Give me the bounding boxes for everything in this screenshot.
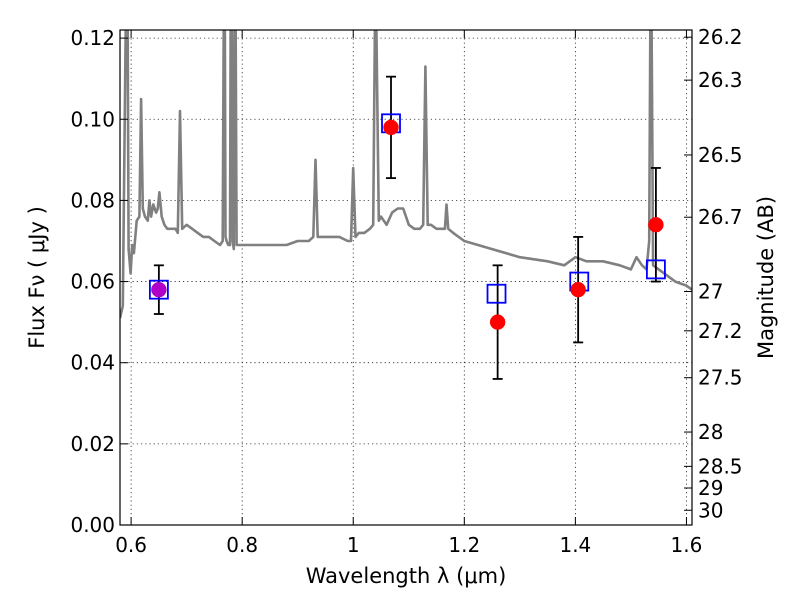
y2-axis-label: Magnitude (AB) <box>754 196 778 359</box>
x-axis-label: Wavelength λ (μm) <box>306 564 507 588</box>
y2-tick-label: 27.5 <box>698 366 743 390</box>
y-tick-label: 0.12 <box>70 26 115 50</box>
y2-tick-label: 29 <box>698 476 723 500</box>
x-tick-label: 1.2 <box>448 533 480 557</box>
x-tick-label: 1.6 <box>671 533 703 557</box>
y-axis-label: Flux Fν ( μJy ) <box>25 206 49 349</box>
y2-tick-label: 28 <box>698 420 723 444</box>
spectrum-line <box>120 30 692 319</box>
spectrum-layer <box>120 30 692 319</box>
observed-point <box>570 281 586 298</box>
tick-labels: 0.6 0.8 1 1.2 1.4 1.6 0.00 0.02 0.04 0.06 0.08 0.10… <box>70 25 742 557</box>
y2-tick-label: 28.5 <box>698 454 743 478</box>
observed-point <box>489 314 506 330</box>
x-tick-label: 0.6 <box>115 533 147 557</box>
y2-tick-label: 30 <box>698 498 723 522</box>
y-tick-label: 0.08 <box>70 188 115 212</box>
observed-point <box>151 281 167 298</box>
x-tick-label: 1 <box>347 533 360 557</box>
model-point <box>148 279 169 300</box>
y2-tick-label: 26.2 <box>698 25 743 49</box>
model-point <box>486 283 507 304</box>
y2-tick-label: 26.3 <box>698 68 743 92</box>
points-layer <box>148 75 666 380</box>
observed-point <box>648 217 664 233</box>
y2-tick-label: 26.7 <box>698 205 743 229</box>
plot-frame <box>119 29 693 526</box>
y2-tick-label: 27.2 <box>698 319 743 343</box>
y-tick-label: 0.10 <box>70 107 115 131</box>
y2-tick-label: 27 <box>698 280 723 304</box>
observed-point <box>383 119 399 136</box>
x-tick-label: 1.4 <box>559 533 591 557</box>
y-tick-label: 0.06 <box>70 270 115 294</box>
grid <box>120 30 692 526</box>
y-tick-label: 0.00 <box>70 513 115 537</box>
model-point <box>646 259 666 280</box>
y-tick-label: 0.02 <box>70 432 115 456</box>
y2-tick-label: 26.5 <box>698 143 743 167</box>
tick-marks <box>120 30 692 526</box>
y-tick-label: 0.04 <box>70 351 115 375</box>
x-tick-label: 0.8 <box>226 533 258 557</box>
